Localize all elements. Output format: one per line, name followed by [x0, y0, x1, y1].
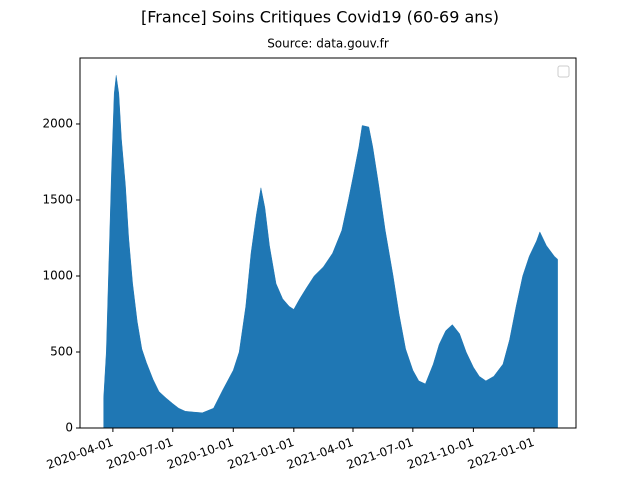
plot-area — [103, 75, 558, 429]
x-tick-label: 2022-01-01 — [466, 435, 536, 472]
y-tick-label: 0 — [65, 421, 73, 435]
y-tick-label: 1500 — [42, 192, 73, 206]
chart-title: [France] Soins Critiques Covid19 (60-69 … — [141, 8, 499, 27]
x-tick-label: 2020-10-01 — [165, 435, 235, 472]
y-tick-label: 1000 — [42, 268, 73, 282]
y-tick-label: 2000 — [42, 116, 73, 130]
x-tick-label: 2020-07-01 — [105, 435, 175, 472]
chart-subtitle: Source: data.gouv.fr — [267, 37, 389, 51]
y-tick-label: 500 — [50, 344, 73, 358]
x-tick-label: 2021-07-01 — [345, 435, 415, 472]
x-tick-label: 2021-10-01 — [405, 435, 475, 472]
legend-box — [557, 65, 570, 78]
axes-frame — [79, 57, 577, 429]
area — [103, 75, 558, 429]
x-tick-label: 2021-01-01 — [226, 435, 296, 472]
x-tick-label: 2020-04-01 — [45, 435, 115, 472]
x-tick-label: 2021-04-01 — [285, 435, 355, 472]
